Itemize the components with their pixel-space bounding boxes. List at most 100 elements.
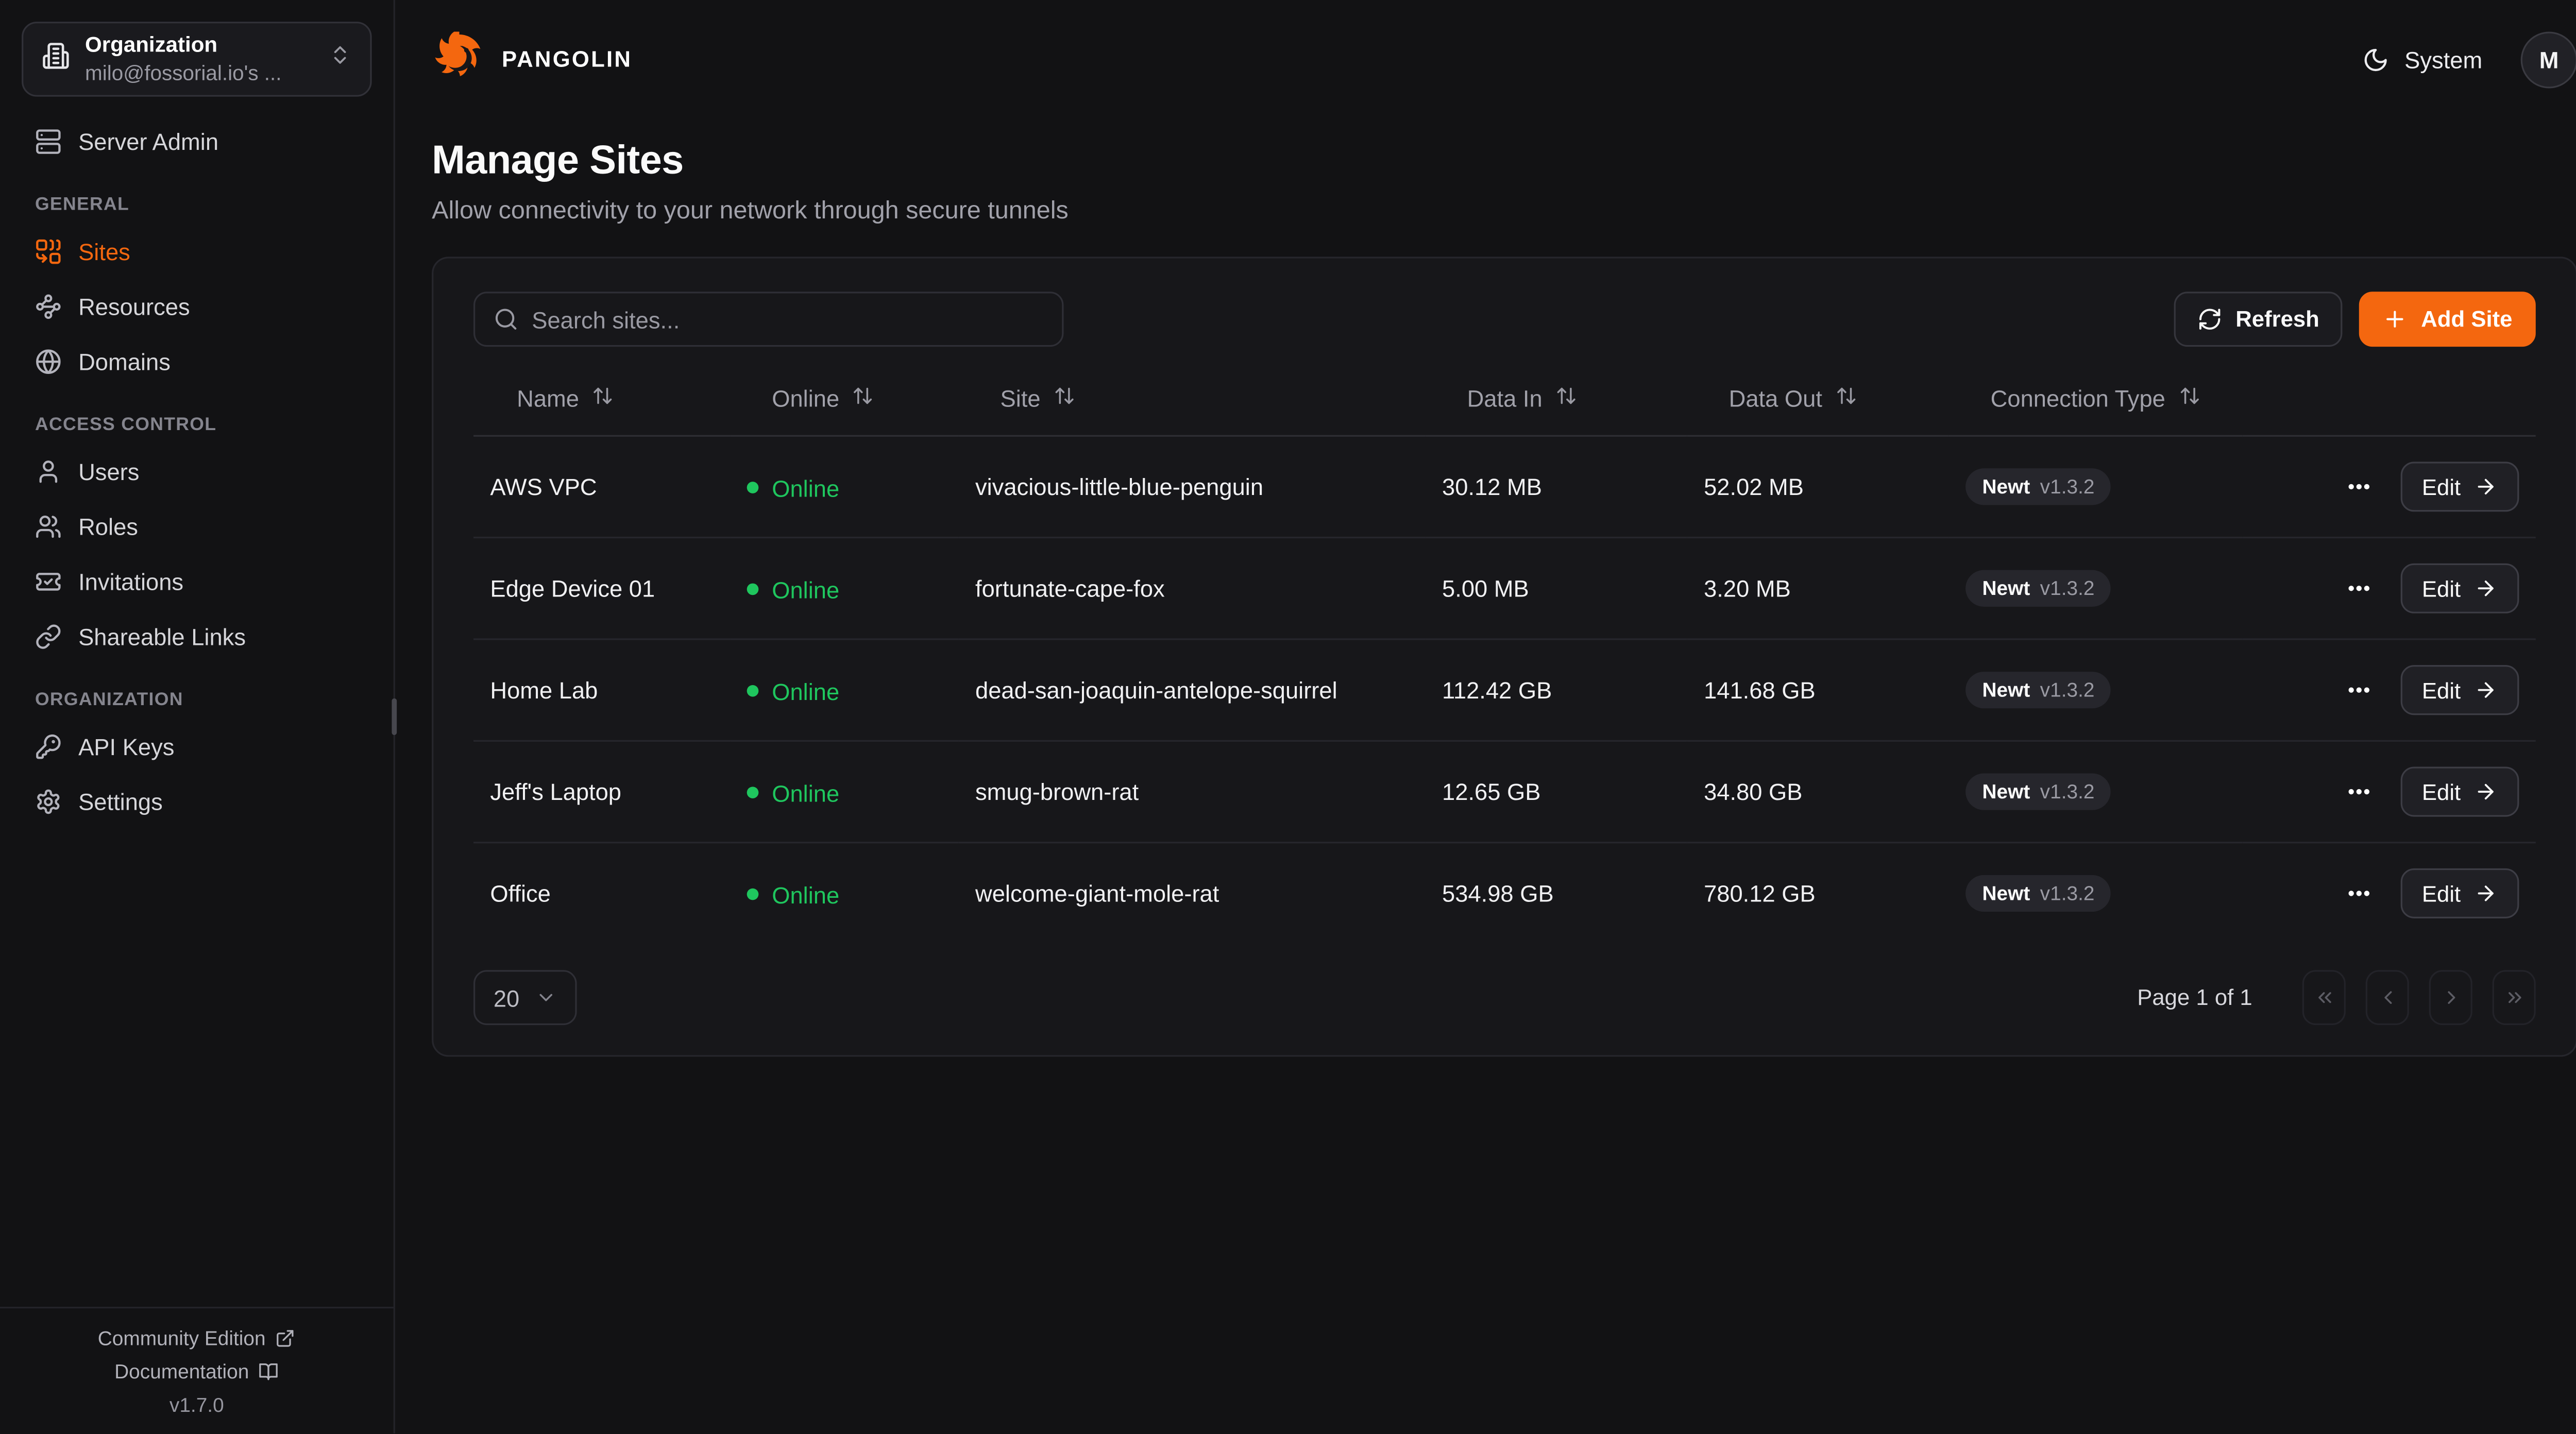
refresh-button[interactable]: Refresh: [2174, 292, 2343, 347]
site-status-cell: Online: [730, 639, 958, 741]
site-row-aws-vpc: AWS VPC Online vivacious-little-blue-pengu…: [473, 436, 2536, 538]
site-status-cell: Online: [730, 436, 958, 537]
sidebar-item-server-admin[interactable]: Server Admin: [22, 117, 372, 167]
row-menu-button[interactable]: [2342, 572, 2376, 605]
external-link-icon: [276, 1329, 296, 1349]
data-out-value: 3.20 MB: [1704, 575, 1791, 602]
sort-button-data-out[interactable]: Data Out: [1729, 385, 1857, 412]
topbar: PANGOLIN System M: [395, 0, 2576, 118]
sidebar-item-shareable-links[interactable]: Shareable Links: [22, 612, 372, 662]
chevron-left-icon: [2377, 987, 2398, 1009]
sidebar-item-roles[interactable]: Roles: [22, 502, 372, 552]
pangolin-logo-icon: [432, 31, 487, 87]
connection-type-cell: Newt v1.3.2: [1949, 538, 2243, 639]
pagination: 20 Page 1 of 1: [473, 970, 2536, 1026]
chevrons-left-icon: [2313, 987, 2335, 1009]
row-menu-button[interactable]: [2342, 470, 2376, 504]
sort-button-name[interactable]: Name: [517, 385, 614, 412]
main: PANGOLIN System M Manage Sites Allow con…: [395, 0, 2576, 1434]
site-name: Jeff's Laptop: [490, 778, 622, 805]
connection-type-cell: Newt v1.3.2: [1949, 741, 2243, 842]
edit-site-button[interactable]: Edit: [2400, 563, 2519, 613]
connection-type-badge: Newt v1.3.2: [1965, 672, 2111, 709]
nav-section-label: GENERAL: [35, 195, 130, 215]
arrow-right-icon: [2474, 475, 2497, 498]
next-page-button[interactable]: [2429, 970, 2472, 1026]
sidebar-item-domains[interactable]: Domains: [22, 337, 372, 387]
sort-button-connection-type[interactable]: Connection Type: [1991, 385, 2200, 412]
site-status-cell: Online: [730, 538, 958, 639]
brand-logo-link[interactable]: PANGOLIN: [432, 31, 632, 87]
arrow-up-down-icon: [1836, 385, 1857, 412]
connection-type-cell: Newt v1.3.2: [1949, 436, 2243, 537]
sidebar-item-label: Server Admin: [78, 128, 219, 155]
column-header-data-out: Data Out: [1687, 362, 1949, 436]
site-row-jeff-s-laptop: Jeff's Laptop Online smug-brown-rat 12.65 G…: [473, 741, 2536, 843]
edit-site-button[interactable]: Edit: [2400, 868, 2519, 918]
chevron-down-icon: [535, 987, 557, 1009]
documentation-label: Documentation: [114, 1360, 249, 1385]
sidebar-item-settings[interactable]: Settings: [22, 777, 372, 827]
arrow-up-down-icon: [1556, 385, 1578, 412]
sort-button-online[interactable]: Online: [772, 385, 874, 412]
arrow-up-down-icon: [1054, 385, 1075, 412]
data-in-value: 30.12 MB: [1442, 473, 1543, 500]
row-menu-button[interactable]: [2342, 673, 2376, 707]
last-page-button[interactable]: [2492, 970, 2536, 1026]
arrow-right-icon: [2474, 780, 2497, 803]
page-size-value: 20: [493, 984, 520, 1011]
sidebar-item-users[interactable]: Users: [22, 447, 372, 497]
chevrons-right-icon: [2503, 987, 2525, 1009]
site-row-edge-device-01: Edge Device 01 Online fortunate-cape-fox 5.…: [473, 538, 2536, 639]
documentation-link[interactable]: Documentation: [114, 1361, 279, 1384]
site-status-cell: Online: [730, 843, 958, 944]
page-size-select[interactable]: 20: [473, 970, 577, 1026]
status-badge: Online: [747, 780, 839, 806]
connection-type-badge: Newt v1.3.2: [1965, 468, 2111, 505]
server-icon: [35, 128, 62, 155]
column-header-actions: [2242, 362, 2536, 436]
search-box[interactable]: [473, 292, 1064, 347]
sites-card: Refresh Add Site Name Online Site Data In Da…: [432, 257, 2576, 1057]
sort-button-data-in[interactable]: Data In: [1467, 385, 1578, 412]
avatar[interactable]: M: [2520, 30, 2576, 88]
first-page-button[interactable]: [2302, 970, 2346, 1026]
edit-site-button[interactable]: Edit: [2400, 766, 2519, 817]
site-tunnel-name: dead-san-joaquin-antelope-squirrel: [975, 676, 1337, 704]
edit-site-button[interactable]: Edit: [2400, 665, 2519, 715]
sidebar-item-label: Invitations: [78, 568, 184, 595]
row-actions-cell: Edit: [2242, 843, 2536, 944]
page-status: Page 1 of 1: [2137, 985, 2252, 1010]
combine-icon: [35, 238, 62, 265]
arrow-right-icon: [2474, 577, 2497, 600]
row-menu-button[interactable]: [2342, 877, 2376, 910]
column-header-data-in: Data In: [1426, 362, 1687, 436]
sidebar-resize-handle[interactable]: [392, 698, 397, 736]
sidebar-item-label: Settings: [78, 788, 163, 815]
site-tunnel-name: smug-brown-rat: [975, 778, 1139, 805]
sort-button-site[interactable]: Site: [1001, 385, 1076, 412]
previous-page-button[interactable]: [2365, 970, 2409, 1026]
row-actions-cell: Edit: [2242, 639, 2536, 741]
sidebar-item-sites[interactable]: Sites: [22, 227, 372, 277]
sites-table-header: Name Online Site Data In Data Out Connection …: [473, 362, 2536, 436]
link-icon: [35, 623, 62, 650]
site-name: Office: [490, 880, 551, 907]
community-edition-link[interactable]: Community Edition: [98, 1327, 296, 1351]
row-menu-button[interactable]: [2342, 775, 2376, 809]
online-dot-icon: [747, 889, 759, 901]
sidebar-item-invitations[interactable]: Invitations: [22, 557, 372, 607]
theme-toggle[interactable]: System: [2363, 46, 2482, 73]
sidebar-item-api-keys[interactable]: API Keys: [22, 722, 372, 772]
sidebar-item-label: Sites: [78, 238, 130, 265]
sidebar-item-resources[interactable]: Resources: [22, 282, 372, 332]
add-site-button[interactable]: Add Site: [2359, 292, 2536, 347]
data-out-value: 52.02 MB: [1704, 473, 1804, 500]
edit-site-button[interactable]: Edit: [2400, 462, 2519, 512]
key-icon: [35, 733, 62, 760]
online-dot-icon: [747, 787, 759, 799]
connection-type-cell: Newt v1.3.2: [1949, 843, 2243, 944]
sites-table: Name Online Site Data In Data Out Connection …: [473, 362, 2536, 943]
search-input[interactable]: [532, 305, 1044, 333]
org-switcher[interactable]: Organization milo@fossorial.io's ...: [22, 22, 372, 97]
